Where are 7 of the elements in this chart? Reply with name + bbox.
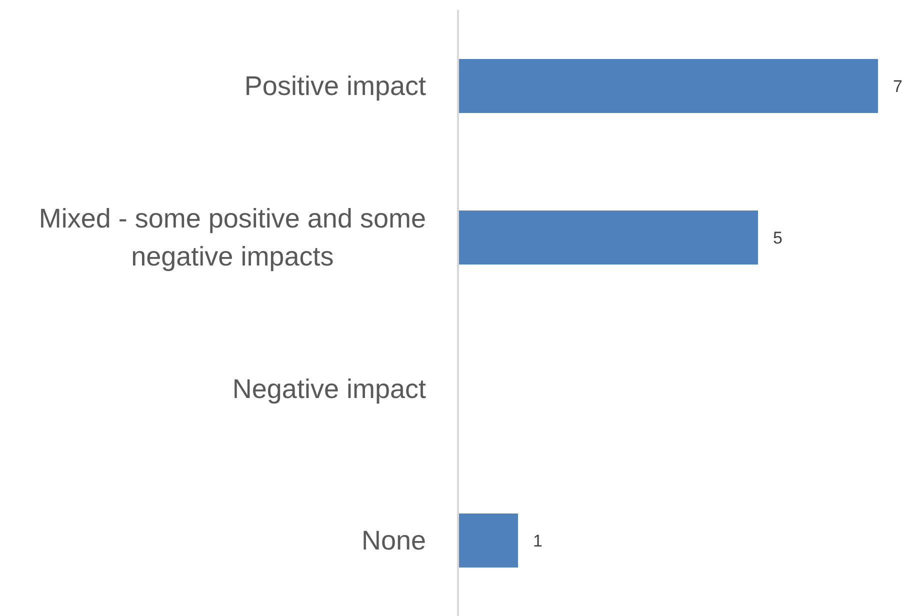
data-label: 7 (893, 77, 902, 96)
y-tick-label: Positive impact (244, 71, 426, 102)
y-tick-label: Negative impact (232, 374, 426, 404)
y-tick-label: Mixed - some positive and some negative impacts (38, 204, 426, 272)
data-label: 1 (533, 532, 542, 551)
y-tick-label: None (361, 526, 426, 556)
data-label: 5 (773, 228, 782, 248)
